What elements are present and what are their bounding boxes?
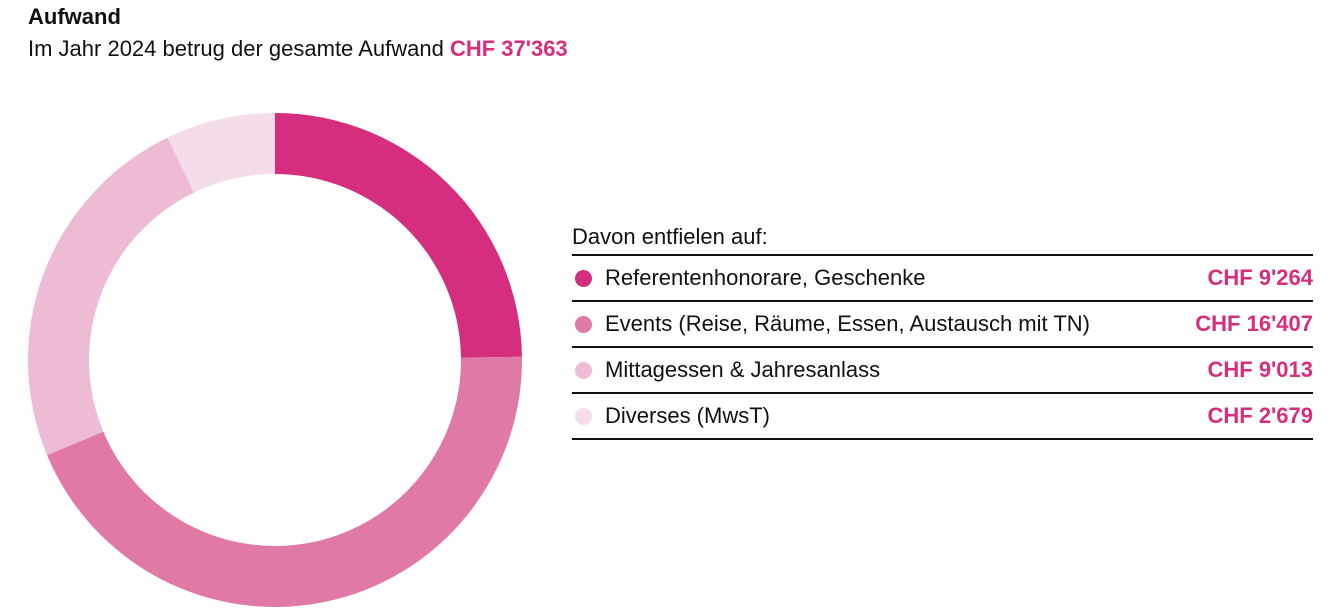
legend-row: Mittagessen & Jahresanlass CHF 9'013 (572, 348, 1313, 394)
legend-swatch (575, 361, 592, 379)
legend-row: Referentenhonorare, Geschenke CHF 9'264 (572, 256, 1313, 302)
legend-heading: Davon entfielen auf: (572, 222, 1313, 256)
legend-value: CHF 16'407 (1195, 311, 1313, 336)
legend: Davon entfielen auf: Referentenhonorare,… (572, 222, 1313, 440)
legend-label: Referentenhonorare, Geschenke (605, 265, 926, 290)
donut-chart (27, 113, 522, 608)
donut-slice (47, 356, 522, 608)
legend-value: CHF 9'264 (1207, 265, 1314, 290)
legend-label: Events (Reise, Räume, Essen, Austausch m… (605, 311, 1090, 336)
legend-row: Events (Reise, Räume, Essen, Austausch m… (572, 302, 1313, 348)
legend-value: CHF 9'013 (1207, 357, 1314, 382)
total-amount: CHF 37'363 (449, 36, 568, 61)
legend-label: Mittagessen & Jahresanlass (605, 357, 881, 382)
legend-row: Diverses (MwsT) CHF 2'679 (572, 394, 1313, 440)
subtitle-text: Im Jahr 2024 betrug der gesamte Aufwand (28, 36, 444, 61)
legend-swatch (575, 269, 592, 287)
legend-label: Diverses (MwsT) (605, 403, 770, 428)
legend-value: CHF 2'679 (1207, 403, 1314, 428)
donut-slice (167, 113, 275, 193)
donut-slice (27, 137, 195, 456)
legend-swatch (575, 407, 592, 425)
donut-slice (275, 113, 522, 358)
chart-subtitle: Im Jahr 2024 betrug der gesamte Aufwand … (28, 36, 568, 62)
legend-swatch (575, 315, 592, 333)
chart-title: Aufwand (28, 4, 121, 29)
